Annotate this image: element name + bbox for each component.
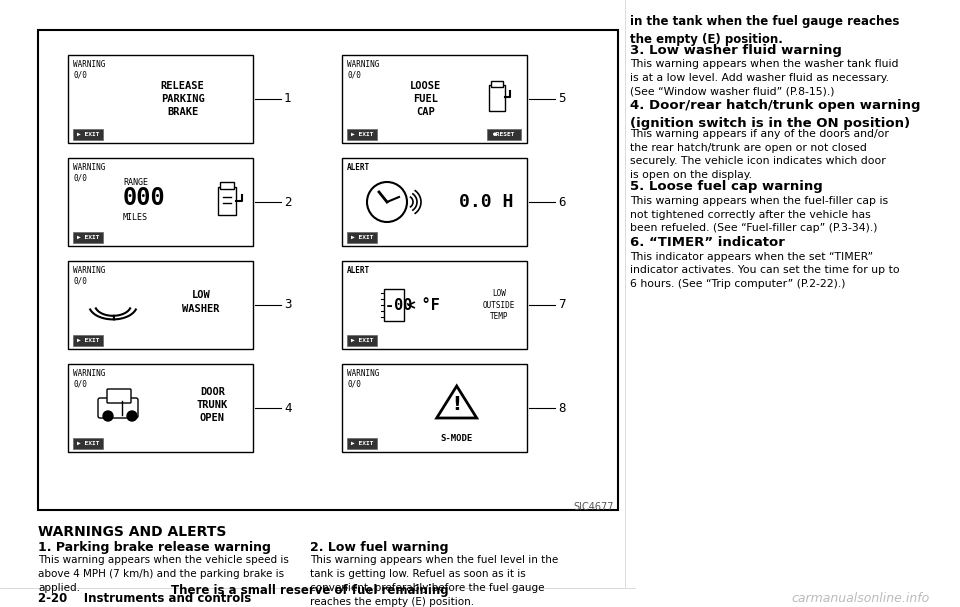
Text: WARNING
0/0: WARNING 0/0 (73, 266, 106, 285)
Circle shape (103, 411, 113, 421)
Text: 2: 2 (284, 195, 292, 208)
FancyBboxPatch shape (98, 398, 138, 418)
Text: 6: 6 (558, 195, 565, 208)
Text: LOW
OUTSIDE
TEMP: LOW OUTSIDE TEMP (483, 290, 516, 320)
Text: 5. Loose fuel cap warning: 5. Loose fuel cap warning (630, 180, 823, 193)
Polygon shape (437, 386, 477, 418)
Bar (68, 261, 253, 349)
Bar (347, 129, 377, 140)
Text: !: ! (452, 395, 461, 413)
Text: WARNINGS AND ALERTS: WARNINGS AND ALERTS (38, 525, 227, 539)
Text: SIC4677: SIC4677 (573, 502, 614, 512)
Text: ▶ EXIT: ▶ EXIT (350, 338, 373, 343)
Text: WARNING
0/0: WARNING 0/0 (73, 163, 106, 182)
Circle shape (367, 182, 407, 222)
Text: 5: 5 (558, 92, 565, 106)
Text: ALERT: ALERT (347, 266, 371, 275)
Text: WARNING
0/0: WARNING 0/0 (347, 369, 379, 388)
Text: This warning appears when the fuel-filler cap is
not tightened correctly after t: This warning appears when the fuel-fille… (630, 196, 888, 233)
Bar (68, 158, 253, 246)
Text: S-MODE: S-MODE (441, 434, 473, 443)
Bar (347, 438, 377, 449)
Bar (220, 182, 234, 189)
Bar (342, 364, 527, 452)
Bar (491, 81, 503, 87)
Bar (68, 55, 253, 143)
Text: ▶ EXIT: ▶ EXIT (77, 132, 99, 137)
Text: This warning appears when the washer tank fluid
is at a low level. Add washer fl: This warning appears when the washer tan… (630, 59, 899, 97)
Text: 1: 1 (284, 92, 292, 106)
Bar (73, 438, 103, 449)
Text: 4: 4 (284, 401, 292, 415)
Text: WARNING
0/0: WARNING 0/0 (73, 369, 106, 388)
Text: ▶ EXIT: ▶ EXIT (77, 338, 99, 343)
Circle shape (127, 411, 137, 421)
Text: WARNING
0/0: WARNING 0/0 (73, 60, 106, 80)
Text: 3. Low washer fluid warning: 3. Low washer fluid warning (630, 44, 842, 56)
Text: ▶ EXIT: ▶ EXIT (350, 235, 373, 240)
Bar (38, 30, 618, 510)
Bar (73, 335, 103, 346)
Bar (384, 289, 404, 321)
Text: LOW
WASHER: LOW WASHER (182, 290, 220, 314)
Bar (73, 129, 103, 140)
Text: ●RESET: ●RESET (492, 132, 516, 137)
Text: MILES: MILES (123, 213, 148, 222)
Text: DOOR
TRUNK
OPEN: DOOR TRUNK OPEN (197, 387, 228, 423)
Bar (342, 158, 527, 246)
Text: WARNING
0/0: WARNING 0/0 (347, 60, 379, 80)
Text: This warning appears if any of the doors and/or
the rear hatch/trunk are open or: This warning appears if any of the doors… (630, 129, 889, 180)
Text: 7: 7 (558, 299, 565, 311)
FancyBboxPatch shape (107, 389, 131, 403)
Text: ALERT: ALERT (347, 163, 371, 172)
Text: ▶ EXIT: ▶ EXIT (350, 441, 373, 446)
Bar (347, 335, 377, 346)
Text: RANGE: RANGE (123, 178, 148, 187)
Text: -00 °F: -00 °F (385, 297, 440, 313)
Bar (489, 85, 505, 111)
Text: This warning appears when the vehicle speed is
above 4 MPH (7 km/h) and the park: This warning appears when the vehicle sp… (38, 555, 289, 593)
Text: ▶ EXIT: ▶ EXIT (350, 132, 373, 137)
Text: LOOSE
FUEL
CAP: LOOSE FUEL CAP (410, 81, 441, 117)
Text: 3: 3 (284, 299, 292, 311)
Bar (218, 187, 236, 215)
Text: This warning appears when the fuel level in the
tank is getting low. Refuel as s: This warning appears when the fuel level… (310, 555, 559, 607)
Text: ▶ EXIT: ▶ EXIT (77, 441, 99, 446)
Text: 6. “TIMER” indicator: 6. “TIMER” indicator (630, 236, 785, 249)
Text: 2-20    Instruments and controls: 2-20 Instruments and controls (38, 592, 252, 605)
Bar (73, 232, 103, 243)
Text: in the tank when the fuel gauge reaches
the empty (E) position.: in the tank when the fuel gauge reaches … (630, 15, 900, 46)
Bar (342, 261, 527, 349)
Text: 1. Parking brake release warning: 1. Parking brake release warning (38, 541, 271, 554)
Text: There is a small reserve of fuel remaining: There is a small reserve of fuel remaini… (171, 584, 449, 597)
Text: 0.0 H: 0.0 H (459, 193, 514, 211)
Bar (347, 232, 377, 243)
Text: carmanualsonline.info: carmanualsonline.info (792, 592, 930, 605)
Text: 4. Door/rear hatch/trunk open warning
(ignition switch is in the ON position): 4. Door/rear hatch/trunk open warning (i… (630, 100, 921, 130)
Text: RELEASE
PARKING
BRAKE: RELEASE PARKING BRAKE (161, 81, 204, 117)
Bar (342, 55, 527, 143)
Text: 8: 8 (558, 401, 565, 415)
Text: This indicator appears when the set “TIMER”
indicator activates. You can set the: This indicator appears when the set “TIM… (630, 252, 900, 289)
Bar (487, 129, 521, 140)
Text: ▶ EXIT: ▶ EXIT (77, 235, 99, 240)
Text: 000: 000 (123, 186, 166, 210)
Bar (68, 364, 253, 452)
Text: 2. Low fuel warning: 2. Low fuel warning (310, 541, 448, 554)
